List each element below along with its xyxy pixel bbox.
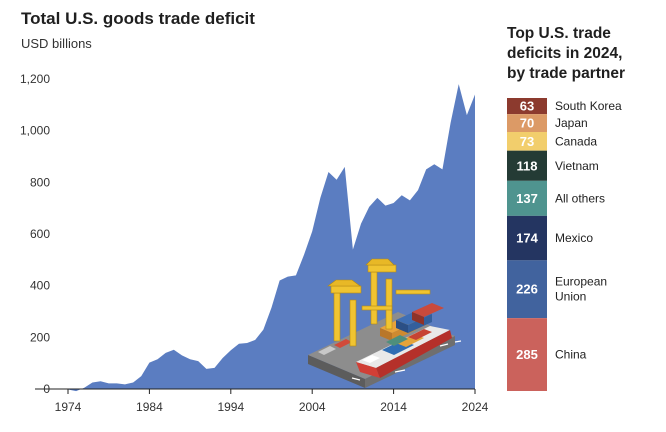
y-axis-unit-label: USD billions xyxy=(21,36,92,51)
stack-segment-value: 137 xyxy=(516,191,538,206)
x-tick-label: 1974 xyxy=(55,400,82,414)
stack-segment-label: Canada xyxy=(555,134,597,148)
chart-title: Total U.S. goods trade deficit xyxy=(21,9,255,28)
dock-illustration xyxy=(308,312,455,388)
stacked-bar-title-line: Top U.S. trade xyxy=(507,25,611,42)
stack-segment: 70 Japan xyxy=(507,114,588,133)
y-tick-label: 1,200 xyxy=(20,72,50,86)
stack-segment-label: South Korea xyxy=(555,99,622,113)
stack-segment-bar xyxy=(507,132,547,151)
stack-segment: 137 All others xyxy=(507,180,605,216)
container-ship-illustration xyxy=(351,326,462,381)
y-tick-label: 600 xyxy=(30,227,50,241)
x-tick-label: 1984 xyxy=(136,400,163,414)
port-ship-illustration xyxy=(308,258,462,388)
stack-segment-label: European xyxy=(555,275,607,289)
stack-segment-value: 226 xyxy=(516,282,538,297)
y-tick-label: 800 xyxy=(30,175,50,189)
stack-segment-label: Union xyxy=(555,290,586,304)
stack-segment-label: China xyxy=(555,348,587,362)
stack-segment-value: 73 xyxy=(520,134,534,149)
axes: 0 200 400 600 800 1,000 1,200 1974 1984 1994 2004 2… xyxy=(20,72,489,414)
stacked-bar-title: Top U.S. trade deficits in 2024, by trad… xyxy=(507,24,657,84)
x-tick-label: 2014 xyxy=(380,400,407,414)
stack-segment-label: All others xyxy=(555,191,605,205)
stack-segment-label: Vietnam xyxy=(555,159,599,173)
stack-segment-bar xyxy=(507,215,547,261)
stack-segment-value: 285 xyxy=(516,347,538,362)
stack-segment-bar xyxy=(507,150,547,181)
stack-segment: 63 South Korea xyxy=(507,98,622,115)
stack-segment-value: 118 xyxy=(517,158,538,173)
stack-segment-value: 63 xyxy=(520,99,534,114)
stack-segment-label: Mexico xyxy=(555,231,593,245)
stacked-bar-title-line: deficits in 2024, xyxy=(507,45,623,62)
stack-segment: 285 China xyxy=(507,318,587,391)
stack-segment: 118 Vietnam xyxy=(507,150,599,181)
stack-segment-bar xyxy=(507,318,547,391)
y-tick-label: 1,000 xyxy=(20,124,50,138)
stack-segment-label: Japan xyxy=(555,116,588,130)
stack-segment-bar xyxy=(507,98,547,115)
stack-segment-bar xyxy=(507,260,547,319)
stack-segment-bar xyxy=(507,114,547,133)
stack-segment-bar xyxy=(507,180,547,216)
x-tick-label: 2004 xyxy=(299,400,326,414)
x-tick-label: 2024 xyxy=(462,400,489,414)
y-tick-label: 200 xyxy=(30,330,50,344)
y-tick-label: 400 xyxy=(30,279,50,293)
stack-segment-value: 174 xyxy=(516,231,538,246)
stacked-bar-title-line: by trade partner xyxy=(507,65,626,82)
crane-illustration xyxy=(327,258,431,347)
stack-segment-value: 70 xyxy=(520,116,534,131)
y-tick-label: 0 xyxy=(43,382,50,396)
stacked-bar-chart: 63 South Korea 70 Japan 73 Canada 118 Vietnam 13… xyxy=(507,98,622,391)
stack-segment: 174 Mexico xyxy=(507,215,593,261)
stack-segment: 73 Canada xyxy=(507,132,597,151)
x-tick-label: 1994 xyxy=(217,400,244,414)
